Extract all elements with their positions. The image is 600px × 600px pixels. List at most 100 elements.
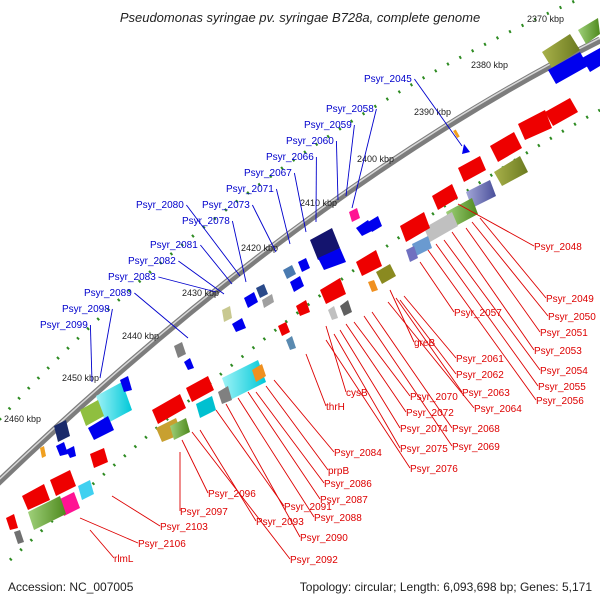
- ruler-labels: 2370 kbp 2380 kbp 2390 kbp 2400 kbp 2410…: [4, 14, 564, 424]
- gene-block-green: [542, 34, 580, 68]
- gene-block-grey: [174, 342, 186, 358]
- gene-arrow-red: [90, 448, 108, 468]
- leader-line: [215, 409, 285, 507]
- gene-arrow-blue: [66, 446, 76, 458]
- ruler-label: 2390 kbp: [414, 107, 451, 117]
- gene-block-orange: [453, 129, 460, 138]
- gene-label: thrH: [326, 402, 345, 413]
- gene-label: Psyr_2064: [474, 404, 522, 415]
- leader-line: [471, 221, 549, 317]
- outer-tick-ring: [0, 0, 581, 422]
- gene-label: Psyr_2060: [286, 136, 334, 147]
- gene-arrow-red: [432, 184, 458, 210]
- gene-label: Psyr_2096: [208, 489, 256, 500]
- gene-label: Psyr_2054: [540, 366, 588, 377]
- gene-label: Psyr_2084: [334, 448, 382, 459]
- gene-label: Psyr_2098: [62, 304, 110, 315]
- gene-block-cyan: [196, 396, 216, 418]
- gene-block-slate: [406, 246, 418, 262]
- gene-label: Psyr_2088: [314, 513, 362, 524]
- leader-line: [419, 261, 455, 313]
- leader-line: [479, 217, 547, 299]
- gene-label: Psyr_2063: [462, 388, 510, 399]
- leader-line: [231, 220, 247, 283]
- gene-block-green: [578, 18, 600, 44]
- leader-line: [363, 315, 453, 447]
- leader-line: [273, 379, 335, 453]
- leader-line: [99, 308, 113, 379]
- gene-label: Psyr_2076: [410, 464, 458, 475]
- gene-arrow-blue: [290, 276, 304, 292]
- gene-label: Psyr_2045: [364, 74, 412, 85]
- leader-line: [293, 172, 307, 233]
- gene-label: Psyr_2068: [452, 424, 500, 435]
- leader-line: [465, 227, 541, 333]
- leader-line: [265, 385, 329, 471]
- gene-label: Psyr_2049: [546, 294, 594, 305]
- ruler-label: 2400 kbp: [357, 154, 394, 164]
- leader-line: [181, 439, 209, 494]
- reverse-strand-features: [6, 98, 578, 544]
- leader-line: [89, 529, 115, 559]
- leader-line: [333, 333, 401, 449]
- gene-block-magenta: [349, 208, 360, 222]
- ruler-label: 2430 kbp: [182, 288, 219, 298]
- forward-strand-features: [40, 18, 600, 458]
- gene-block-grey: [424, 212, 458, 242]
- gene-label: Psyr_2082: [128, 256, 176, 267]
- gene-label: Psyr_2055: [538, 382, 586, 393]
- gene-arrow-blue: [318, 248, 346, 270]
- gene-block-grey: [218, 386, 232, 404]
- leader-line: [443, 239, 541, 371]
- leader-line: [275, 188, 291, 245]
- leader-line: [251, 204, 277, 253]
- gene-label: Psyr_2048: [534, 242, 582, 253]
- leader-line: [199, 429, 257, 522]
- ruler-label: 2420 kbp: [241, 243, 278, 253]
- gene-block-cyan: [96, 382, 132, 424]
- gene-label: Psyr_2106: [138, 539, 186, 550]
- gene-block-steel: [286, 336, 296, 350]
- gene-label: Psyr_2073: [202, 200, 250, 211]
- leader-line: [457, 203, 535, 247]
- ruler-label: 2410 kbp: [300, 198, 337, 208]
- gene-arrow-red: [518, 110, 552, 140]
- gene-label: Psyr_2093: [256, 517, 304, 528]
- gene-block-orange: [368, 280, 378, 292]
- gene-arrow-red: [6, 514, 18, 530]
- leader-line: [335, 140, 339, 201]
- leader-line: [186, 204, 241, 277]
- gene-block-steel: [256, 284, 268, 298]
- genome-backbone-highlight: [0, 37, 600, 480]
- leader-line: [451, 231, 535, 351]
- gene-label: Psyr_2097: [180, 507, 228, 518]
- gene-arrow-red: [320, 278, 346, 304]
- gene-arrow-red: [458, 156, 486, 182]
- ruler-label: 2440 kbp: [122, 331, 159, 341]
- gene-arrow-red: [152, 394, 186, 424]
- gene-block-orange: [252, 364, 266, 382]
- gene-label: Psyr_2089: [84, 288, 132, 299]
- gene-arrow-blue: [232, 318, 246, 332]
- leader-line: [389, 289, 415, 343]
- gene-arrow-blue: [368, 216, 382, 232]
- gene-arrow-red: [22, 484, 50, 510]
- leader-line: [237, 397, 315, 518]
- gene-arrow-blue: [120, 376, 132, 392]
- gene-label: Psyr_2092: [290, 555, 338, 566]
- leader-line: [414, 78, 463, 147]
- genome-summary-text: Topology: circular; Length: 6,093,698 bp…: [299, 580, 592, 594]
- gene-label: prpB: [328, 466, 349, 477]
- gene-arrow-red: [50, 470, 76, 496]
- gene-block-khaki: [222, 306, 232, 322]
- gene-block-blue: [582, 48, 600, 72]
- leader-line: [225, 403, 301, 538]
- gene-block-slate: [466, 180, 496, 208]
- gene-label: Psyr_2083: [108, 272, 156, 283]
- gene-label: Psyr_2062: [456, 370, 504, 381]
- reverse-gene-labels: Psyr_2048 Psyr_2049 Psyr_2050 Psyr_2051 Psyr…: [79, 203, 596, 566]
- gene-label: greB: [414, 338, 435, 349]
- ruler-label: 2460 kbp: [4, 414, 41, 424]
- accession-text: Accession: NC_007005: [8, 580, 134, 594]
- gene-block-green: [170, 418, 190, 440]
